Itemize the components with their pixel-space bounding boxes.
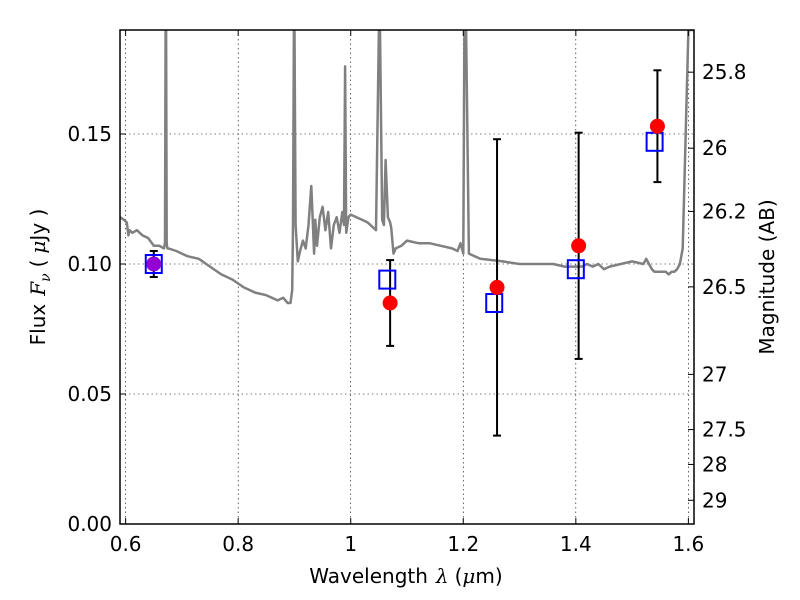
y2-tick-label: 26: [702, 136, 727, 160]
model-point-square: [647, 133, 663, 151]
y2-tick-label: 25.8: [702, 60, 747, 84]
x-tick-label: 1.6: [672, 532, 704, 556]
x-tick-label: 0.6: [110, 532, 142, 556]
y-tick-label: 0.00: [67, 512, 112, 536]
data-points-layer: [146, 70, 665, 435]
y2-tick-label: 26.2: [702, 199, 747, 223]
x-tick-label: 1: [344, 532, 357, 556]
axis-ticks: 0.6 0.8 1 1.2 1.4 1.6 0.00 0.05 0.10 0.15 25.8 26 26…: [67, 30, 746, 556]
y-tick-label: 0.15: [67, 122, 112, 146]
observed-point: [571, 238, 586, 253]
y2-tick-label: 29: [702, 488, 727, 512]
grid-lines: [120, 30, 694, 524]
observed-point: [383, 296, 398, 311]
x-tick-label: 1.2: [447, 532, 479, 556]
y2-tick-label: 27.5: [702, 418, 747, 442]
y-tick-label: 0.05: [67, 382, 112, 406]
observed-point: [650, 119, 665, 134]
x-tick-label: 0.8: [222, 532, 254, 556]
y-tick-label: 0.10: [67, 252, 112, 276]
x-axis-label: Wavelength λ (μm): [309, 564, 502, 588]
y2-tick-label: 28: [702, 452, 727, 476]
plot-frame: [120, 30, 694, 524]
model-point-square: [379, 271, 395, 289]
y2-axis-label: Magnitude (AB): [755, 199, 779, 354]
model-point-square: [486, 294, 502, 312]
model-spectrum-layer: [120, 30, 694, 303]
model-spectrum-line: [120, 30, 694, 303]
y-axis-label: FluxFν(μJy ): [26, 209, 54, 346]
observed-point: [146, 257, 161, 272]
y2-tick-label: 27: [702, 362, 727, 386]
x-tick-label: 1.4: [560, 532, 592, 556]
y2-tick-label: 26.5: [702, 275, 747, 299]
observed-point: [490, 280, 505, 295]
sed-chart: 0.6 0.8 1 1.2 1.4 1.6 0.00 0.05 0.10 0.15 25.8 26 26…: [0, 0, 800, 600]
